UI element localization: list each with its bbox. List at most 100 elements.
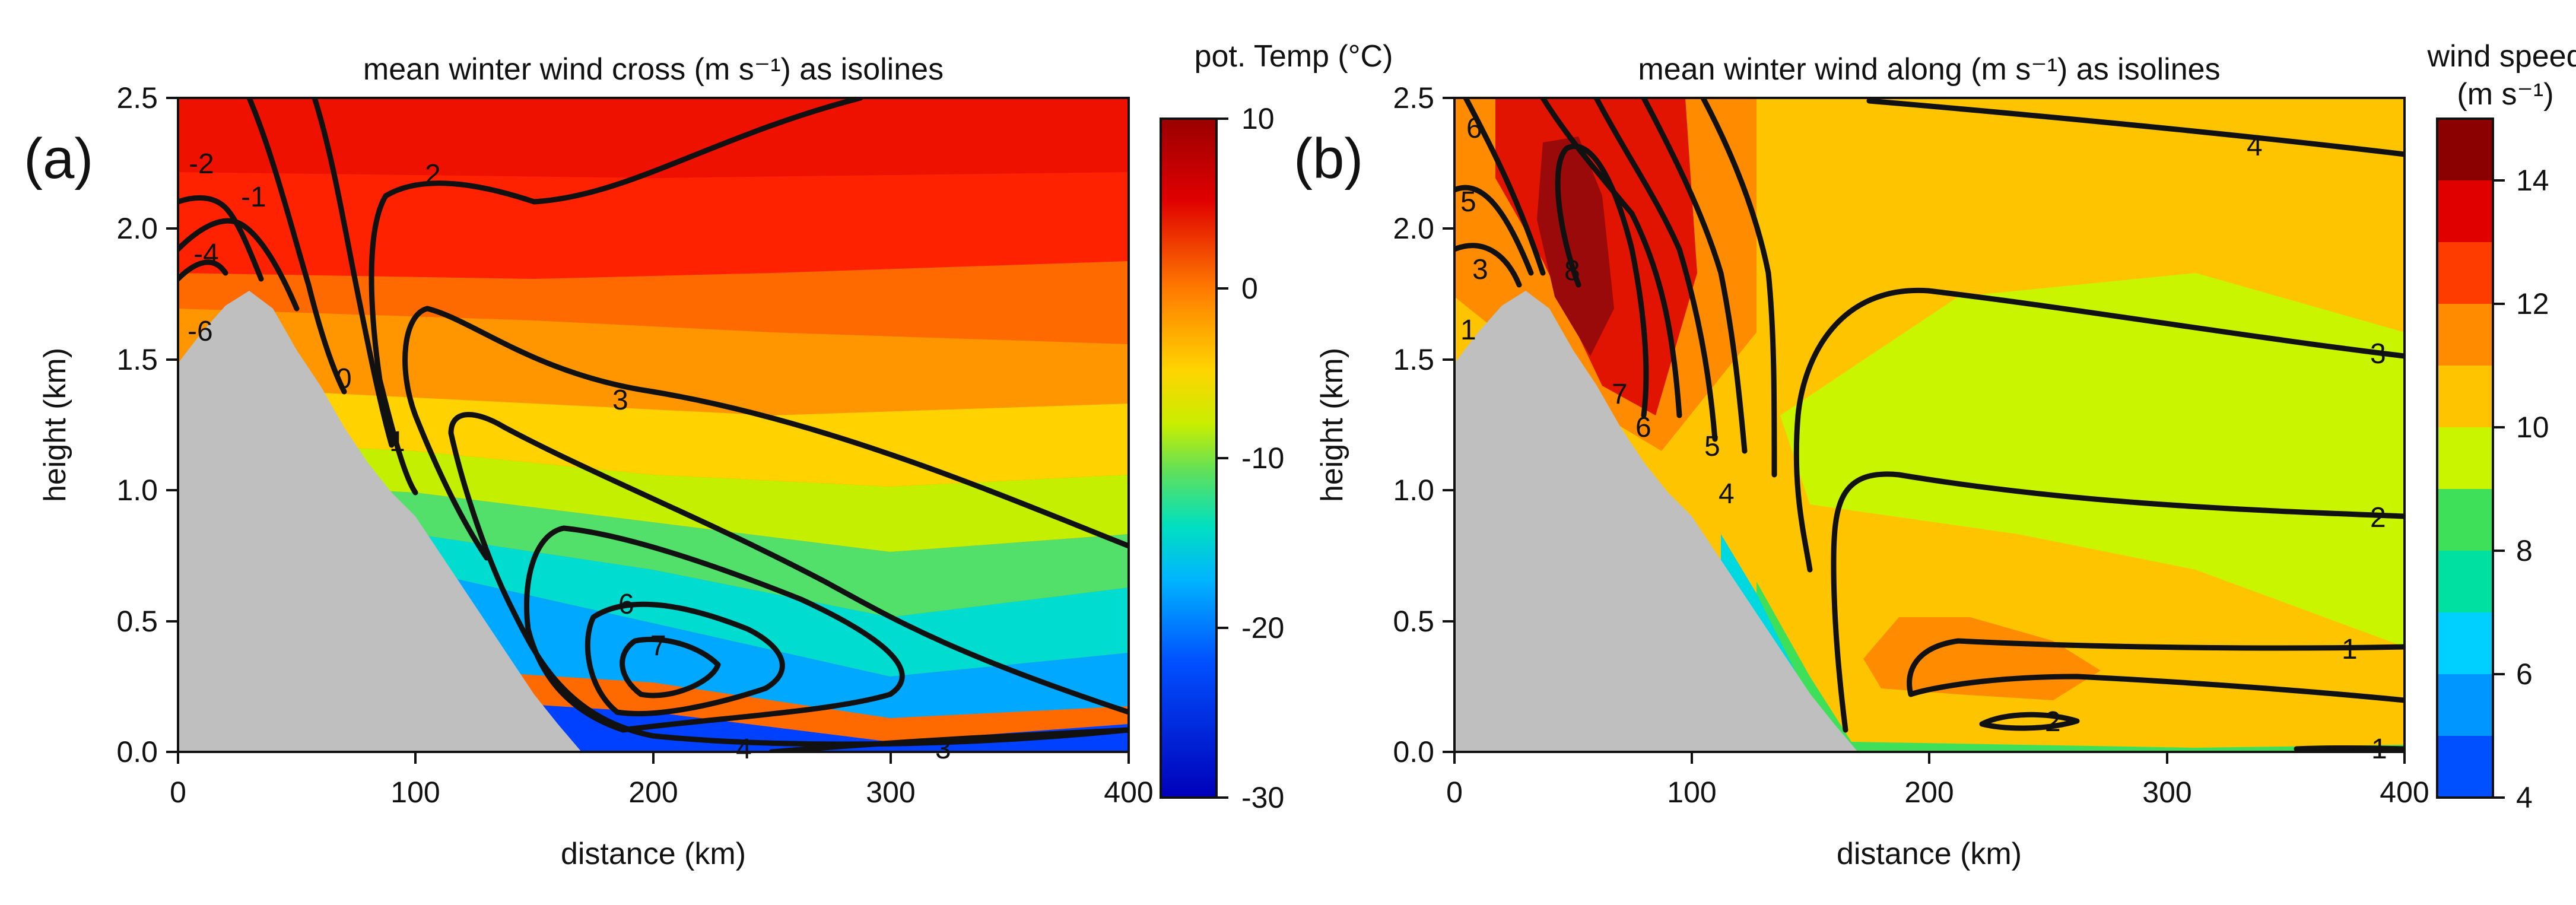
isolabel-b-4: 8 [1564,255,1580,287]
isoline-b-4top [1866,98,2405,157]
x-tick-b-4: 400 [2380,776,2429,809]
isolabel-b-0: 6 [1466,113,1482,144]
y-tick-b-1: 0.5 [1393,605,1434,638]
colorbar-b-title2: (m s⁻¹) [2457,77,2553,112]
isoline-b-2low [1979,712,2080,731]
x-tick-b-3: 300 [2142,776,2191,809]
isolabel-b-5: 7 [1612,379,1628,410]
terrain-b [1454,291,1858,752]
colorbar-a-tick-2: -10 [1241,442,1284,475]
y-tick-b-5: 2.5 [1393,81,1434,115]
y-axis-b: 0.0 0.5 1.0 1.5 2.0 2.5 height (km) [1315,81,1454,769]
panel-b: 6 5 3 1 8 7 6 5 4 4 3 2 1 2 1 0 100 200 … [1294,39,2576,871]
isoline-b-1 [1907,638,2405,703]
isolabel-b-2: 3 [1472,254,1488,285]
isolabel-a-1: -1 [241,182,266,213]
isoline-b-4 [1700,98,1777,478]
x-tick-b-2: 200 [1904,776,1954,809]
x-axis-b: 0 100 200 300 400 distance (km) [1446,752,2429,871]
panel-a-field [178,98,1129,752]
cb-b-seg-13 [2437,242,2493,304]
colorbar-a-title: pot. Temp (°C) [1195,39,1393,74]
cb-b-seg-14 [2437,180,2493,242]
isoline-labels-b: 6 5 3 1 8 7 6 5 4 4 3 2 1 2 1 [1460,113,2387,765]
cb-b-seg-8 [2437,551,2493,612]
isoline-a-0 [246,98,347,395]
panel-label-b: (b) [1294,127,1363,190]
colorbar-b-tick-5: 4 [2516,781,2533,814]
x-tick-a-4: 400 [1104,776,1153,809]
x-label-b: distance (km) [1837,837,2022,871]
x-tick-a-2: 200 [628,776,678,809]
y-label-a: height (km) [38,348,72,502]
x-label-a: distance (km) [561,837,746,871]
cb-b-seg-10 [2437,427,2493,489]
isolabel-b-6: 6 [1635,412,1651,443]
colorbar-a-tick-4: -30 [1241,781,1284,814]
isoline-a-2 [369,98,863,496]
y-tick-b-3: 1.5 [1393,343,1434,376]
isoline-b-3 [1454,243,1522,288]
y-tick-a-2: 1.0 [116,474,158,507]
colorbar-a-tick-0: 10 [1241,102,1275,135]
isolabel-b-3: 1 [1460,315,1476,346]
temp-band-lime [178,439,1129,552]
isolabel-a-11: 3 [935,733,951,765]
y-label-b: height (km) [1315,348,1349,502]
isolabel-a-10: 4 [736,733,752,765]
cb-b-seg-9 [2437,489,2493,551]
isoline-a-1 [312,98,395,448]
panel-a: -2 -1 -4 -6 0 1 2 3 6 7 4 3 0 100 200 30… [24,39,1393,871]
y-tick-a-1: 0.5 [116,605,158,638]
y-tick-a-3: 1.5 [116,343,158,376]
x-tick-b-0: 0 [1446,776,1463,809]
cb-b-seg-11 [2437,366,2493,427]
isolabel-a-0: -2 [189,148,214,180]
isolabel-a-6: 2 [425,159,441,190]
isoline-b-1low [2294,745,2405,752]
y-axis-a: 0.0 0.5 1.0 1.5 2.0 2.5 height (km) [38,81,178,769]
isoline-a-4 [448,412,1129,747]
y-tick-a-0: 0.0 [116,735,158,769]
x-tick-a-0: 0 [170,776,186,809]
isoline-b-5 [1454,185,1534,276]
temp-band-darkred [178,98,1129,178]
x-tick-a-3: 300 [866,776,915,809]
isoline-labels-a: -2 -1 -4 -6 0 1 2 3 6 7 4 3 [188,148,951,765]
isolabel-b-9: 4 [2247,131,2263,162]
cb-b-seg-7 [2437,612,2493,674]
cb-b-seg-6 [2437,674,2493,736]
chart-title-b: mean winter wind along (m s⁻¹) as isolin… [1638,52,2220,87]
colorbar-b: wind speed (m s⁻¹) 14 12 10 8 6 4 [2426,39,2576,814]
isolabel-a-7: 3 [612,385,628,416]
y-tick-a-4: 2.0 [116,212,158,245]
isoline-a-3 [402,306,1129,561]
isoline-a-5 [524,525,905,733]
isolines-b [1454,98,2405,752]
wind-band-greenyellow [1780,273,2405,647]
y-tick-b-2: 1.0 [1393,474,1434,507]
isolabel-a-9: 7 [650,630,666,662]
cb-b-seg-5 [2437,736,2493,798]
isoline-a-7 [620,636,721,698]
isoline-b-8 [1555,144,1649,418]
isoline-a-6 [585,601,785,717]
isoline-b-2 [1831,471,2405,733]
cb-b-seg-12 [2437,304,2493,366]
y-tick-a-5: 2.5 [116,81,158,115]
colorbar-b-tick-2: 10 [2516,411,2549,444]
isoline-a-m1 [178,218,300,312]
isoline-b-7 [1540,98,1682,418]
isolabel-b-11: 2 [2370,502,2386,534]
colorbar-b-tick-0: 14 [2516,164,2549,197]
colorbar-a: pot. Temp (°C) 10 0 -10 -20 -30 [1160,39,1393,814]
y-tick-b-4: 2.0 [1393,212,1434,245]
colorbar-b-frame [2436,118,2494,799]
colorbar-b-title: wind speed [2426,39,2576,74]
isolabel-b-1: 5 [1460,186,1476,218]
isoline-b-5b [1641,98,1748,454]
terrain-a [178,291,582,752]
colorbar-a-tick-3: -20 [1241,611,1284,644]
x-axis-a: 0 100 200 300 400 distance (km) [170,752,1154,871]
